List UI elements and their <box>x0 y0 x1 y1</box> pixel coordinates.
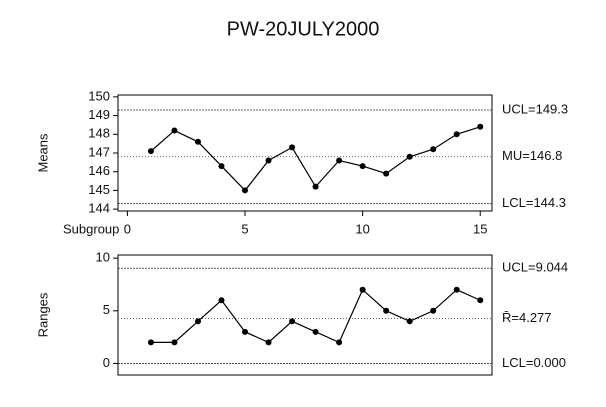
control-limit-label: R̄=4.277 <box>502 310 552 325</box>
point <box>266 339 272 345</box>
chart-title: PW-20JULY2000 <box>227 18 380 40</box>
x-tick-label: 10 <box>355 221 369 236</box>
control-limit-label: UCL=149.3 <box>502 101 568 116</box>
point <box>242 329 248 335</box>
point <box>336 339 342 345</box>
point <box>336 157 342 163</box>
point <box>313 184 319 190</box>
point <box>430 308 436 314</box>
point <box>477 124 483 130</box>
point <box>266 157 272 163</box>
chart: PW-20JULY2000 14414514614714814915005101… <box>0 0 606 407</box>
point <box>171 339 177 345</box>
y-tick-label: 5 <box>103 302 110 317</box>
point <box>407 318 413 324</box>
y-tick-label: 10 <box>96 250 110 265</box>
point <box>289 144 295 150</box>
y-tick-label: 147 <box>88 144 110 159</box>
point <box>289 318 295 324</box>
point <box>195 139 201 145</box>
y-tick-label: 144 <box>88 201 110 216</box>
x-axis-label: Subgroup <box>63 221 119 236</box>
x-tick-label: 0 <box>124 221 131 236</box>
y-axis-label: Ranges <box>35 292 50 337</box>
point <box>218 163 224 169</box>
control-limit-label: MU=146.8 <box>502 148 562 163</box>
control-limit-label: LCL=144.3 <box>502 195 566 210</box>
y-tick-label: 148 <box>88 126 110 141</box>
point <box>383 308 389 314</box>
point <box>407 154 413 160</box>
y-tick-label: 150 <box>88 88 110 103</box>
point <box>360 287 366 293</box>
y-tick-label: 149 <box>88 107 110 122</box>
y-tick-label: 145 <box>88 182 110 197</box>
x-tick-label: 5 <box>241 221 248 236</box>
point <box>454 287 460 293</box>
point <box>477 297 483 303</box>
x-tick-label: 15 <box>473 221 487 236</box>
point <box>430 146 436 152</box>
point <box>242 187 248 193</box>
point <box>383 171 389 177</box>
point <box>218 297 224 303</box>
point <box>171 128 177 134</box>
point <box>360 163 366 169</box>
y-tick-label: 146 <box>88 163 110 178</box>
point <box>313 329 319 335</box>
control-limit-label: UCL=9.044 <box>502 260 568 275</box>
control-limit-label: LCL=0.000 <box>502 355 566 370</box>
y-tick-label: 0 <box>103 355 110 370</box>
point <box>454 131 460 137</box>
point <box>195 318 201 324</box>
y-axis-label: Means <box>35 133 50 173</box>
point <box>148 148 154 154</box>
point <box>148 339 154 345</box>
